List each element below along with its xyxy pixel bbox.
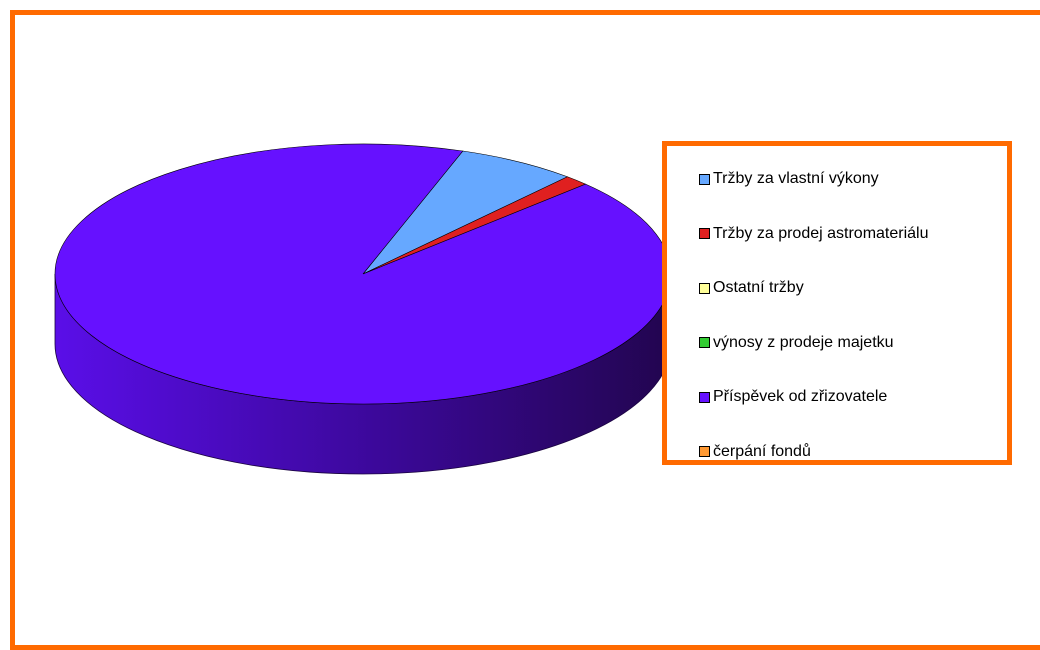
- legend-item: Tržby za prodej astromateriálu: [667, 207, 1007, 262]
- legend-label: Příspěvek od zřizovatele: [713, 388, 888, 406]
- legend-item: čerpání fondů: [667, 425, 1007, 480]
- legend-label: čerpání fondů: [713, 442, 811, 460]
- legend-swatch: [699, 282, 710, 294]
- legend-swatch: [699, 391, 710, 403]
- legend: Tržby za vlastní výkony Tržby za prodej a…: [662, 141, 1012, 465]
- legend-label: Tržby za prodej astromateriálu: [713, 224, 929, 242]
- legend-item: výnosy z prodeje majetku: [667, 316, 1007, 371]
- legend-item: Příspěvek od zřizovatele: [667, 370, 1007, 425]
- legend-label: Tržby za vlastní výkony: [713, 170, 879, 188]
- pie-slice: [362, 150, 569, 275]
- legend-item: Tržby za vlastní výkony: [667, 152, 1007, 207]
- legend-label: Ostatní tržby: [713, 279, 804, 297]
- legend-item: Ostatní tržby: [667, 261, 1007, 316]
- legend-swatch: [699, 228, 710, 240]
- legend-swatch: [699, 173, 710, 185]
- pie-chart: [54, 143, 672, 475]
- legend-label: výnosy z prodeje majetku: [713, 333, 894, 351]
- pie-top: [54, 143, 672, 405]
- legend-swatch: [699, 446, 710, 458]
- legend-swatch: [699, 337, 710, 349]
